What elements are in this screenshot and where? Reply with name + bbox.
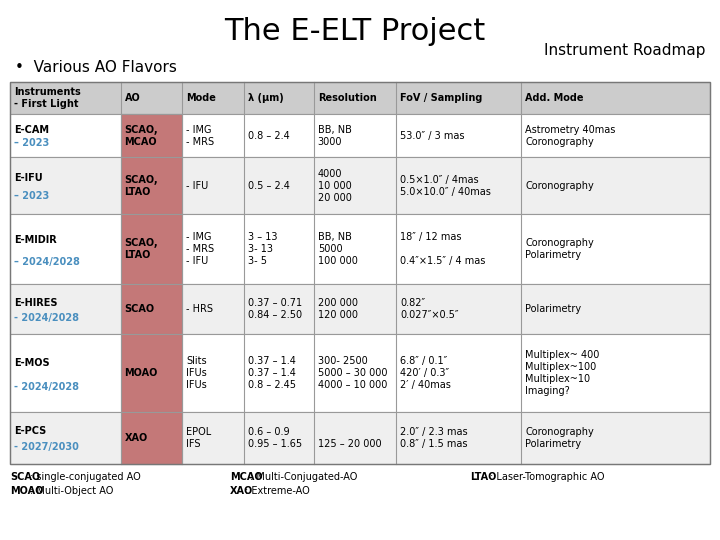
Text: : single-conjugated AO: : single-conjugated AO: [30, 472, 140, 482]
Text: BB, NB
3000: BB, NB 3000: [318, 125, 351, 146]
Text: SCAO: SCAO: [125, 305, 155, 314]
Text: 300- 2500
5000 – 30 000
4000 – 10 000: 300- 2500 5000 – 30 000 4000 – 10 000: [318, 356, 387, 390]
Text: : Multi-Object AO: : Multi-Object AO: [30, 486, 113, 496]
Text: Polarimetry: Polarimetry: [525, 305, 581, 314]
Text: : Extreme-AO: : Extreme-AO: [245, 486, 310, 496]
Text: - 2027/2030: - 2027/2030: [14, 442, 79, 453]
Text: 3 – 13
3- 13
3- 5: 3 – 13 3- 13 3- 5: [248, 232, 277, 266]
Text: •  Various AO Flavors: • Various AO Flavors: [15, 60, 177, 76]
Text: 2.0″ / 2.3 mas
0.8″ / 1.5 mas: 2.0″ / 2.3 mas 0.8″ / 1.5 mas: [400, 427, 468, 449]
Text: 0.37 – 0.71
0.84 – 2.50: 0.37 – 0.71 0.84 – 2.50: [248, 299, 302, 320]
Text: Coronography
Polarimetry: Coronography Polarimetry: [525, 427, 594, 449]
Text: Astrometry 40mas
Coronography: Astrometry 40mas Coronography: [525, 125, 616, 146]
Bar: [10, 114, 710, 157]
Bar: [10, 82, 710, 464]
Text: 0.82″
0.027″×0.5″: 0.82″ 0.027″×0.5″: [400, 299, 459, 320]
Bar: [10, 411, 710, 464]
Text: SCAO,
LTAO: SCAO, LTAO: [125, 238, 158, 260]
Bar: [121, 411, 182, 464]
Text: 0.6 – 0.9
0.95 – 1.65: 0.6 – 0.9 0.95 – 1.65: [248, 427, 302, 449]
Text: 53.0″ / 3 mas: 53.0″ / 3 mas: [400, 131, 465, 140]
Text: LTAO: LTAO: [470, 472, 496, 482]
Bar: [121, 214, 182, 285]
Text: 125 – 20 000: 125 – 20 000: [318, 427, 382, 449]
Text: Instrument Roadmap: Instrument Roadmap: [544, 43, 706, 57]
Bar: [10, 334, 710, 411]
Text: Coronography: Coronography: [525, 180, 594, 191]
Text: - IMG
- MRS: - IMG - MRS: [186, 125, 215, 146]
Text: - 2024/2028: - 2024/2028: [14, 313, 79, 323]
Text: MOAO: MOAO: [125, 368, 158, 378]
Text: E-HIRES: E-HIRES: [14, 298, 58, 308]
Text: : Multi-Conjugated-AO: : Multi-Conjugated-AO: [250, 472, 357, 482]
Text: 0.37 – 1.4
0.37 – 1.4
0.8 – 2.45: 0.37 – 1.4 0.37 – 1.4 0.8 – 2.45: [248, 356, 296, 390]
Text: - IMG
- MRS
- IFU: - IMG - MRS - IFU: [186, 232, 215, 266]
Text: E-CAM: E-CAM: [14, 125, 49, 135]
Text: 4000
10 000
20 000: 4000 10 000 20 000: [318, 168, 351, 202]
Text: XAO: XAO: [230, 486, 253, 496]
Text: E-MIDIR: E-MIDIR: [14, 235, 57, 245]
Text: - 2024/2028: - 2024/2028: [14, 382, 79, 392]
Text: – 2023: – 2023: [14, 138, 49, 149]
Text: SCAO,
MCAO: SCAO, MCAO: [125, 125, 158, 146]
Text: E-PCS: E-PCS: [14, 426, 46, 436]
Text: 18″ / 12 mas

0.4″×1.5″ / 4 mas: 18″ / 12 mas 0.4″×1.5″ / 4 mas: [400, 232, 486, 266]
Text: 0.5×1.0″ / 4mas
5.0×10.0″ / 40mas: 0.5×1.0″ / 4mas 5.0×10.0″ / 40mas: [400, 174, 491, 197]
Text: Mode: Mode: [186, 93, 216, 103]
Text: MOAO: MOAO: [10, 486, 43, 496]
Text: – 2024/2028: – 2024/2028: [14, 257, 80, 267]
Text: EPOL
IFS: EPOL IFS: [186, 427, 212, 449]
Text: SCAO: SCAO: [10, 472, 40, 482]
Text: Resolution: Resolution: [318, 93, 377, 103]
Text: - HRS: - HRS: [186, 305, 213, 314]
Text: E-MOS: E-MOS: [14, 358, 50, 368]
Bar: [10, 214, 710, 285]
Text: : Laser-Tomographic AO: : Laser-Tomographic AO: [490, 472, 605, 482]
Bar: [10, 285, 710, 334]
Text: MCAO: MCAO: [230, 472, 263, 482]
Text: 200 000
120 000: 200 000 120 000: [318, 299, 358, 320]
Text: 6.8″ / 0.1″
420′ / 0.3″
2′ / 40mas: 6.8″ / 0.1″ 420′ / 0.3″ 2′ / 40mas: [400, 356, 451, 390]
Text: Add. Mode: Add. Mode: [525, 93, 583, 103]
Text: The E-ELT Project: The E-ELT Project: [225, 17, 485, 46]
Bar: [121, 114, 182, 157]
Text: E-IFU: E-IFU: [14, 173, 42, 183]
Bar: [121, 157, 182, 214]
Text: BB, NB
5000
100 000: BB, NB 5000 100 000: [318, 232, 358, 266]
Bar: [10, 157, 710, 214]
Text: Coronography
Polarimetry: Coronography Polarimetry: [525, 238, 594, 260]
Text: Instruments
- First Light: Instruments - First Light: [14, 87, 81, 109]
Bar: [121, 285, 182, 334]
Text: 0.5 – 2.4: 0.5 – 2.4: [248, 180, 289, 191]
Bar: [10, 82, 710, 114]
Text: λ (μm): λ (μm): [248, 93, 284, 103]
Text: - IFU: - IFU: [186, 180, 209, 191]
Text: Multiplex~ 400
Multiplex~100
Multiplex~10
Imaging?: Multiplex~ 400 Multiplex~100 Multiplex~1…: [525, 350, 599, 396]
Text: Slits
IFUs
IFUs: Slits IFUs IFUs: [186, 356, 207, 390]
Text: SCAO,
LTAO: SCAO, LTAO: [125, 174, 158, 197]
Bar: [121, 334, 182, 411]
Text: – 2023: – 2023: [14, 191, 49, 201]
Text: 0.8 – 2.4: 0.8 – 2.4: [248, 131, 289, 140]
Text: XAO: XAO: [125, 433, 148, 443]
Text: AO: AO: [125, 93, 140, 103]
Text: FoV / Sampling: FoV / Sampling: [400, 93, 483, 103]
